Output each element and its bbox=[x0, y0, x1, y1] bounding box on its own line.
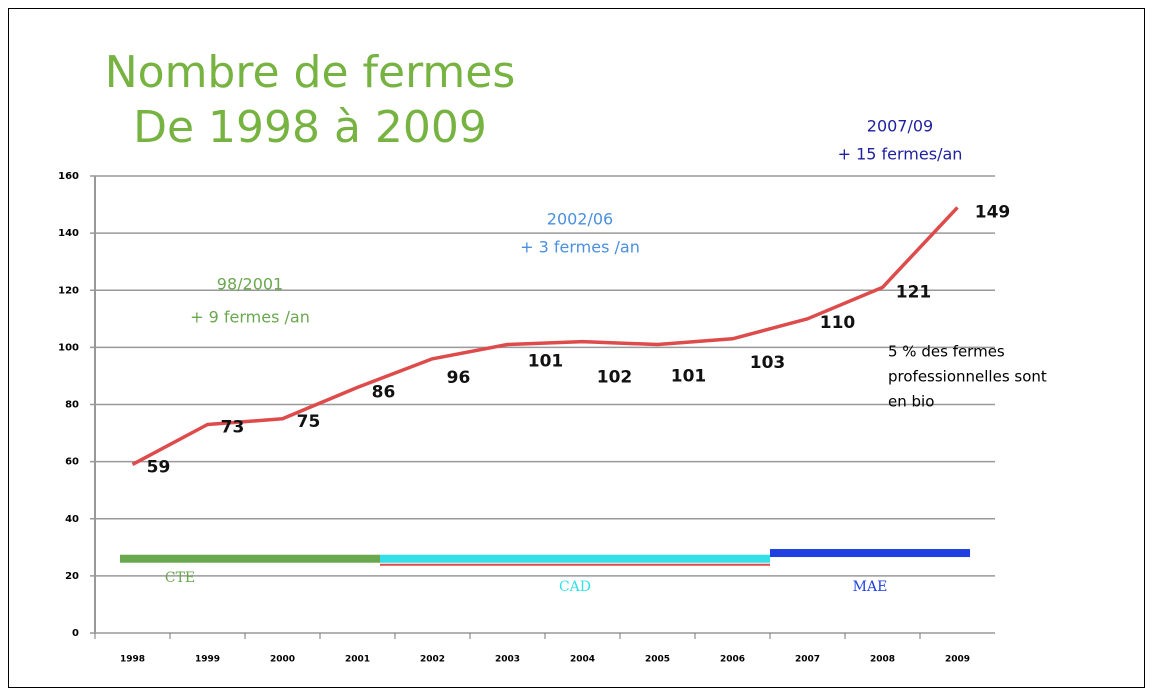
x-tick-label: 2003 bbox=[495, 655, 520, 665]
data-label: 103 bbox=[750, 353, 786, 373]
x-tick-label: 2001 bbox=[345, 655, 370, 665]
y-tick-label: 120 bbox=[58, 285, 79, 296]
program-band bbox=[120, 554, 380, 563]
x-tick-label: 2004 bbox=[570, 655, 595, 665]
data-label: 149 bbox=[975, 202, 1011, 222]
data-label: 102 bbox=[597, 368, 633, 388]
y-tick-label: 40 bbox=[65, 514, 79, 525]
data-label: 101 bbox=[671, 367, 707, 387]
program-label: MAE bbox=[853, 579, 888, 595]
data-label: 73 bbox=[221, 417, 245, 437]
x-tick-label: 1999 bbox=[195, 655, 220, 665]
annotation: 2002/06 bbox=[547, 210, 613, 229]
annotation: en bio bbox=[888, 393, 934, 411]
x-tick-label: 2007 bbox=[795, 655, 820, 665]
x-tick-label: 2002 bbox=[420, 655, 445, 665]
data-label: 101 bbox=[528, 352, 564, 372]
program-label: CAD bbox=[559, 579, 591, 595]
chart-title: Nombre de fermes bbox=[105, 47, 516, 98]
data-label: 121 bbox=[896, 282, 932, 302]
y-tick-label: 160 bbox=[58, 171, 79, 182]
x-tick-label: 1998 bbox=[120, 655, 145, 665]
annotation: + 9 fermes /an bbox=[190, 308, 310, 327]
x-tick-label: 2009 bbox=[945, 655, 970, 665]
frame bbox=[8, 8, 1145, 688]
x-tick-label: 2006 bbox=[720, 655, 745, 665]
annotation: 98/2001 bbox=[217, 275, 283, 294]
data-label: 86 bbox=[372, 382, 396, 402]
x-tick-label: 2000 bbox=[270, 655, 295, 665]
annotation: professionnelles sont bbox=[888, 368, 1047, 386]
y-tick-label: 100 bbox=[58, 342, 79, 353]
y-tick-label: 80 bbox=[65, 400, 79, 411]
y-tick-label: 0 bbox=[72, 628, 79, 639]
annotation: + 3 fermes /an bbox=[520, 238, 640, 257]
x-tick-label: 2005 bbox=[645, 655, 670, 665]
data-label: 75 bbox=[297, 412, 321, 432]
series-line bbox=[131, 206, 959, 467]
y-tick-label: 20 bbox=[65, 571, 79, 582]
data-label: 96 bbox=[447, 368, 471, 388]
data-label: 59 bbox=[147, 457, 171, 477]
y-tick-label: 60 bbox=[65, 457, 79, 468]
chart-title: De 1998 à 2009 bbox=[133, 102, 487, 153]
program-band bbox=[380, 554, 770, 563]
data-label: 110 bbox=[820, 313, 856, 333]
program-band bbox=[770, 549, 970, 558]
annotation: 5 % des fermes bbox=[888, 343, 1005, 361]
x-tick-label: 2008 bbox=[870, 655, 895, 665]
program-label: CTE bbox=[165, 570, 195, 586]
y-tick-label: 140 bbox=[58, 228, 79, 239]
annotation: + 15 fermes/an bbox=[838, 145, 963, 164]
annotation: 2007/09 bbox=[867, 117, 933, 136]
